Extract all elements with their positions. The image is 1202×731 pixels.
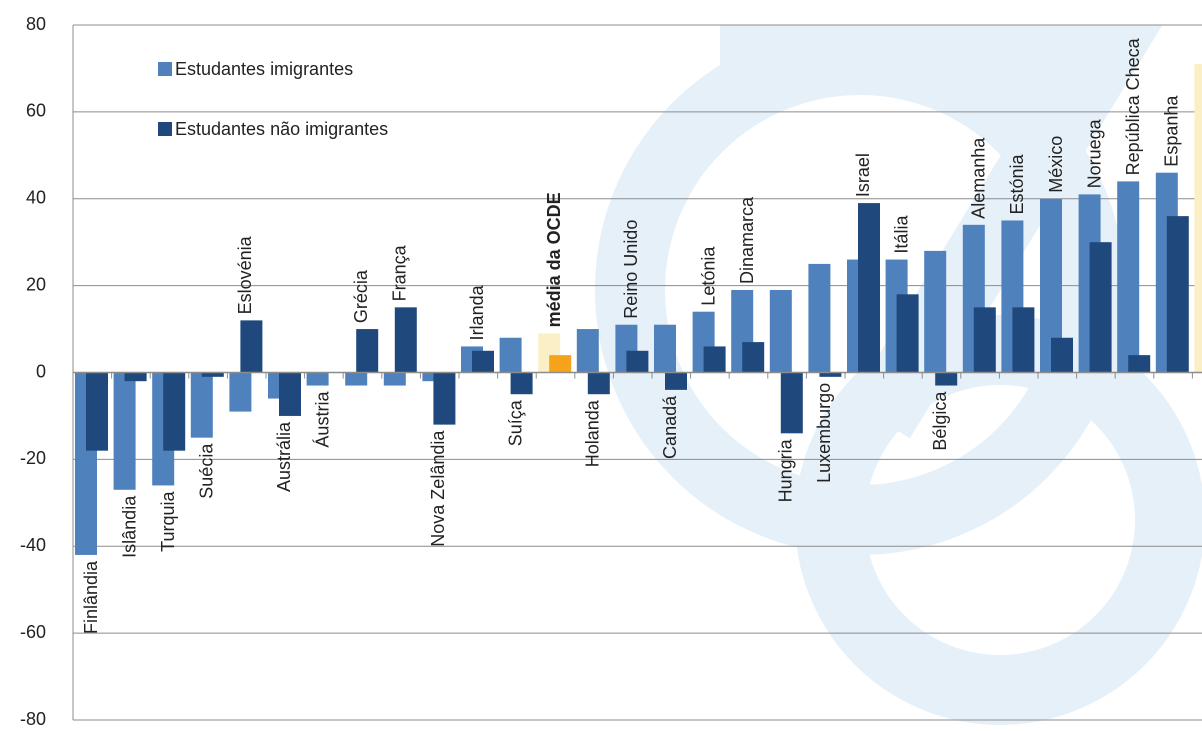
category-label: Suíça xyxy=(505,399,525,446)
bar xyxy=(587,372,610,395)
bar xyxy=(240,320,263,373)
bar xyxy=(201,372,224,377)
bar xyxy=(345,372,368,386)
bar xyxy=(394,307,417,373)
bar xyxy=(703,346,726,373)
category-label: Estónia xyxy=(1007,153,1027,214)
category-label: Noruega xyxy=(1084,118,1104,188)
category-label: Irlanda xyxy=(467,284,487,340)
bar xyxy=(163,372,186,451)
y-tick-label: -40 xyxy=(20,535,46,555)
bar xyxy=(935,372,958,386)
y-tick-label: 20 xyxy=(26,274,46,294)
bar xyxy=(433,372,456,425)
category-label: Eslovénia xyxy=(235,235,255,314)
legend-swatch xyxy=(158,62,172,76)
bar xyxy=(924,250,947,373)
category-label: Nova Zelândia xyxy=(428,430,448,547)
bar xyxy=(1012,307,1035,373)
category-label: República Checa xyxy=(1123,37,1143,175)
bar xyxy=(654,324,676,373)
category-label: Bélgica xyxy=(930,391,950,451)
bar xyxy=(576,329,599,373)
bar xyxy=(819,372,842,377)
y-tick-label: 60 xyxy=(26,101,46,121)
category-label: Letónia xyxy=(698,246,718,306)
legend-label: Estudantes imigrantes xyxy=(175,59,353,79)
bar xyxy=(190,372,213,438)
bar xyxy=(1089,242,1112,373)
category-label: Islândia xyxy=(119,495,139,558)
y-tick-label: -80 xyxy=(20,709,46,729)
bar xyxy=(113,372,136,490)
category-label: Israel xyxy=(853,153,873,197)
bar xyxy=(499,337,522,373)
bar xyxy=(472,350,494,373)
category-label: Holanda xyxy=(583,399,603,467)
y-tick-label: 0 xyxy=(36,361,46,381)
category-label: Luxemburgo xyxy=(814,383,834,483)
bar xyxy=(124,372,147,382)
bar xyxy=(356,329,379,373)
category-label: Espanha xyxy=(1162,95,1182,167)
bar xyxy=(229,372,252,412)
legend-label: Estudantes não imigrantes xyxy=(175,119,388,139)
bar xyxy=(1117,181,1140,373)
bar xyxy=(1128,355,1151,373)
y-tick-label: 40 xyxy=(26,188,46,208)
category-label: Hungria xyxy=(776,438,796,502)
category-label: Reino Unido xyxy=(621,220,641,319)
bar xyxy=(1194,64,1202,373)
bar xyxy=(1040,198,1062,373)
bar xyxy=(780,372,803,434)
category-label: Dinamarca xyxy=(737,196,757,284)
bar xyxy=(858,203,880,373)
bar xyxy=(279,372,301,416)
bar xyxy=(626,350,649,373)
category-label: Suécia xyxy=(197,443,217,499)
bar xyxy=(1051,337,1073,373)
y-tick-label: 80 xyxy=(26,14,46,34)
category-label: Austrália xyxy=(274,421,294,492)
category-label: Itália xyxy=(891,215,911,254)
category-label: Portugal xyxy=(1200,0,1202,58)
bar xyxy=(973,307,996,373)
bar xyxy=(808,263,831,373)
category-label: Canadá xyxy=(660,395,680,459)
bar xyxy=(510,372,533,395)
category-label: Turquia xyxy=(158,490,178,551)
bar xyxy=(665,372,687,390)
category-label: México xyxy=(1046,136,1066,193)
category-label: França xyxy=(390,244,410,301)
category-label: Grécia xyxy=(351,269,371,323)
bar xyxy=(549,355,572,373)
category-label: média da OCDE xyxy=(544,192,564,327)
y-tick-label: -20 xyxy=(20,448,46,468)
bar xyxy=(769,289,792,373)
legend-swatch xyxy=(158,122,172,136)
bar xyxy=(86,372,108,451)
bar xyxy=(306,372,329,386)
bar xyxy=(742,342,765,373)
bar xyxy=(896,294,919,373)
bar xyxy=(1166,216,1189,373)
category-label: Alemanha xyxy=(969,137,989,219)
bar xyxy=(383,372,406,386)
category-label: Áustria xyxy=(312,391,332,448)
y-tick-label: -60 xyxy=(20,622,46,642)
category-label: Finlândia xyxy=(81,560,101,634)
